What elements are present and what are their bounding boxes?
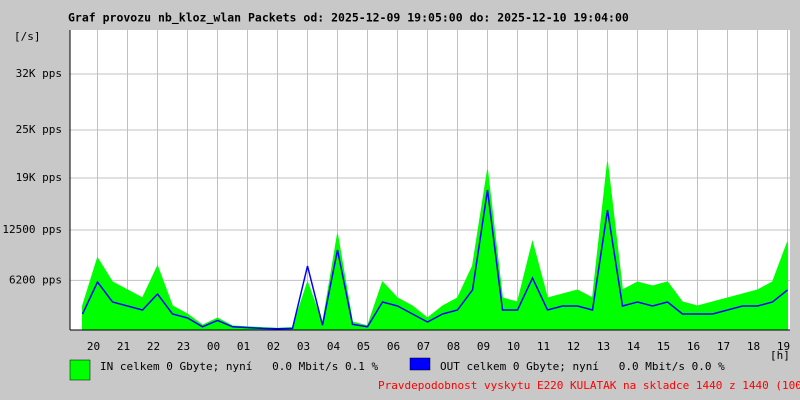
x-tick-label: 11 (537, 340, 550, 353)
x-tick-label: 18 (747, 340, 760, 353)
x-tick-label: 17 (717, 340, 730, 353)
x-tick-label: 20 (87, 340, 100, 353)
chart-title: Graf provozu nb_kloz_wlan Packets od: 20… (68, 11, 629, 26)
y-axis-label: [/s] (14, 30, 41, 43)
x-tick-label: 07 (417, 340, 430, 353)
y-tick-label: 19K pps (16, 171, 62, 184)
x-tick-label: 14 (627, 340, 641, 353)
legend-swatch (409, 357, 431, 371)
area (82, 161, 788, 331)
x-tick-label: 03 (297, 340, 310, 353)
y-tick-label: 12500 pps (2, 223, 62, 236)
x-tick-label: 02 (267, 340, 280, 353)
legend-swatch (69, 359, 91, 381)
x-tick-label: 19 (777, 340, 790, 353)
x-tick-label: 04 (327, 340, 341, 353)
x-tick-label: 12 (567, 340, 580, 353)
x-tick-label: 10 (507, 340, 520, 353)
x-tick-label: 06 (387, 340, 400, 353)
y-tick-label: 32K pps (16, 67, 62, 80)
y-tick-label: 6200 pps (9, 273, 62, 286)
x-tick-label: 08 (447, 340, 460, 353)
plot-area (70, 30, 790, 330)
x-tick-label: 01 (237, 340, 250, 353)
x-tick-label: 05 (357, 340, 370, 353)
x-axis-label: [h] (770, 349, 790, 362)
legend-label: IN celkem 0 Gbyte; nyní 0.0 Mbit/s 0.1 % (100, 360, 379, 373)
x-tick-label: 09 (477, 340, 490, 353)
x-tick-label: 23 (177, 340, 190, 353)
x-tick-label: 13 (597, 340, 610, 353)
legend-label: OUT celkem 0 Gbyte; nyní 0.0 Mbit/s 0.0 … (440, 360, 725, 373)
line (81, 189, 788, 330)
x-tick-label: 21 (117, 340, 130, 353)
x-tick-label: 16 (687, 340, 700, 353)
footer-note: Pravdepodobnost vyskytu E220 KULATAK na … (378, 379, 800, 392)
y-tick-label: 25K pps (16, 123, 62, 136)
x-tick-label: 15 (657, 340, 670, 353)
x-tick-label: 22 (147, 340, 160, 353)
x-tick-label: 00 (207, 340, 220, 353)
